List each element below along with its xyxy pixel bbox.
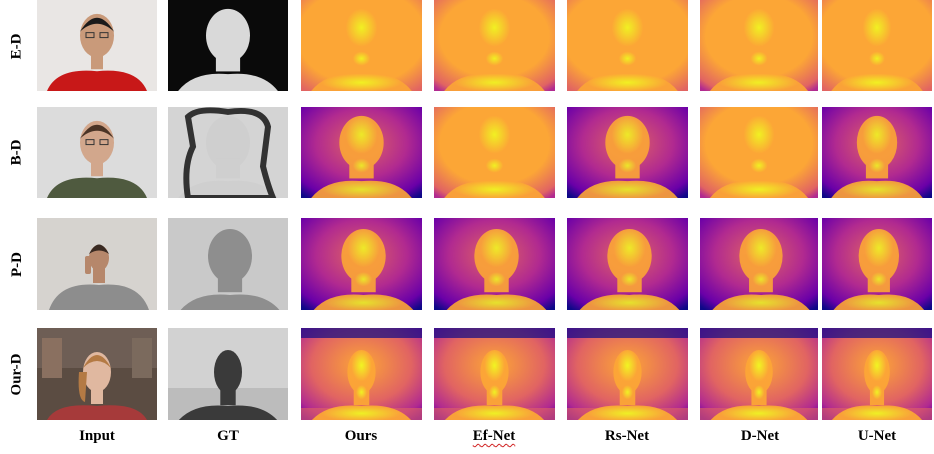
predicted-depth-map [700,218,818,310]
predicted-depth-map [301,107,422,198]
image-e-d-ef-net [434,0,555,91]
ground-truth-depth [168,107,288,198]
row-label-our-d: Our-D [8,353,25,395]
predicted-depth-map [700,0,818,91]
image-our-d-input [37,328,157,420]
image-b-d-ef-net [434,107,555,198]
col-label-ours: Ours [344,428,378,444]
predicted-depth-map [301,0,422,91]
image-b-d-input [37,107,157,198]
input-photo [37,0,157,91]
image-our-d-ours [301,328,422,420]
image-p-d-ef-net [434,218,555,310]
predicted-depth-map [822,0,932,91]
predicted-depth-map [822,107,932,198]
predicted-depth-map [700,107,818,198]
col-label-rs-net: Rs-Net [604,428,650,444]
image-our-d-u-net [822,328,932,420]
predicted-depth-map [434,328,555,420]
image-our-d-ef-net [434,328,555,420]
predicted-depth-map [822,218,932,310]
image-p-d-ours [301,218,422,310]
input-photo [37,328,157,420]
predicted-depth-map [434,0,555,91]
predicted-depth-map [301,328,422,420]
image-p-d-input [37,218,157,310]
image-our-d-d-net [700,328,818,420]
predicted-depth-map [434,218,555,310]
image-p-d-rs-net [567,218,688,310]
image-e-d-input [37,0,157,91]
predicted-depth-map [567,0,688,91]
image-p-d-d-net [700,218,818,310]
image-e-d-ours [301,0,422,91]
image-b-d-ours [301,107,422,198]
predicted-depth-map [434,107,555,198]
predicted-depth-map [700,328,818,420]
col-label-d-net: D-Net [740,428,780,444]
image-e-d-gt [168,0,288,91]
col-label-u-net: U-Net [857,428,897,444]
predicted-depth-map [567,107,688,198]
image-b-d-gt [168,107,288,198]
col-label-gt: GT [217,428,239,444]
predicted-depth-map [822,328,932,420]
image-our-d-rs-net [567,328,688,420]
image-p-d-u-net [822,218,932,310]
image-e-d-rs-net [567,0,688,91]
row-label-p-d: P-D [8,251,25,277]
ground-truth-depth [168,0,288,91]
image-b-d-u-net [822,107,932,198]
col-label-input: Input [79,428,115,444]
image-b-d-rs-net [567,107,688,198]
row-label-b-d: B-D [8,139,25,165]
image-e-d-u-net [822,0,932,91]
predicted-depth-map [567,328,688,420]
ground-truth-depth [168,328,288,420]
input-photo [37,107,157,198]
image-e-d-d-net [700,0,818,91]
row-label-e-d: E-D [8,33,25,59]
image-p-d-gt [168,218,288,310]
input-photo [37,218,157,310]
image-our-d-gt [168,328,288,420]
predicted-depth-map [567,218,688,310]
image-b-d-d-net [700,107,818,198]
predicted-depth-map [301,218,422,310]
col-label-ef-net: Ef-Net [472,428,516,444]
ground-truth-depth [168,218,288,310]
